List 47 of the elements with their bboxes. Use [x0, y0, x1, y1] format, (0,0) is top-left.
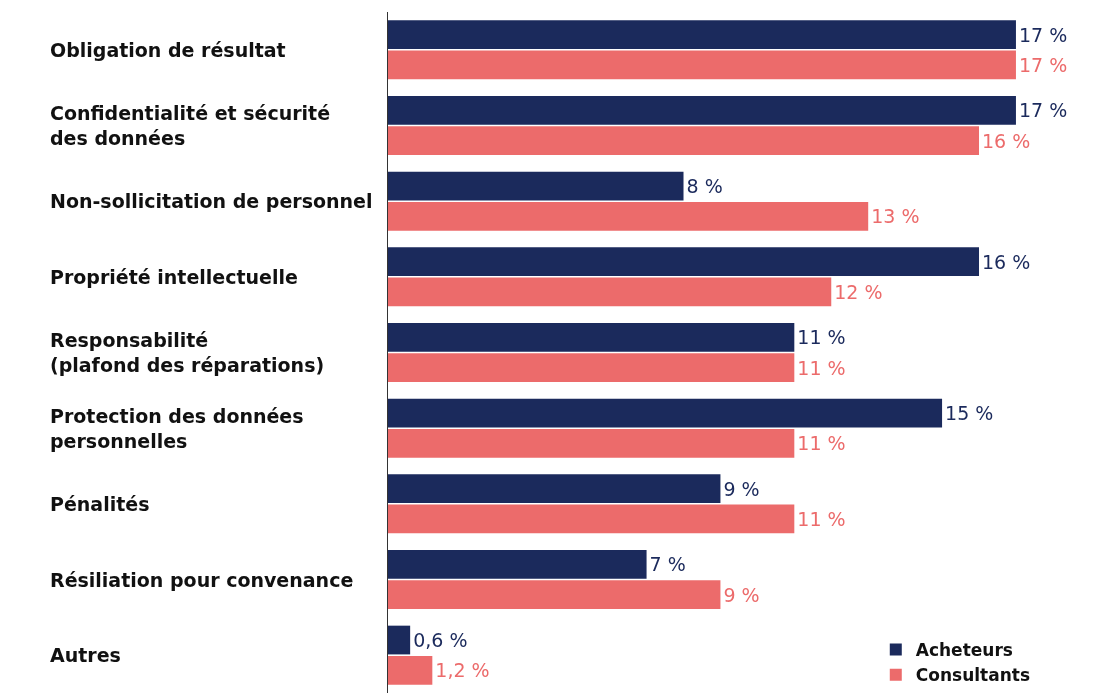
- bar: [388, 247, 980, 277]
- y-tick-label: Protection des données personnelles: [50, 405, 304, 452]
- data-label: 9 %: [723, 583, 760, 606]
- bar: [388, 322, 795, 352]
- data-label: 1,2 %: [435, 659, 490, 682]
- data-label: 11 %: [797, 432, 846, 455]
- data-label: 7 %: [649, 553, 686, 576]
- y-tick-label: Obligation de résultat: [50, 39, 286, 61]
- bar: [388, 549, 647, 579]
- bar: [388, 474, 721, 504]
- bar: [388, 171, 684, 201]
- bar: [388, 428, 795, 458]
- bar: [388, 201, 869, 231]
- data-label: 12 %: [834, 280, 883, 303]
- bar: [388, 625, 411, 655]
- data-label: 17 %: [1018, 53, 1068, 76]
- bar: [388, 277, 832, 307]
- y-tick-label: Propriété intellectuelle: [50, 266, 298, 288]
- data-label: 15 %: [945, 402, 994, 425]
- data-label: 16 %: [982, 250, 1031, 273]
- data-label: 13 %: [871, 205, 920, 228]
- y-tick-label: Non-sollicitation de personnel: [50, 190, 373, 212]
- legend-label: Consultants: [915, 665, 1031, 686]
- data-label: 9 %: [723, 477, 760, 500]
- y-tick-label: Résiliation pour convenance: [50, 569, 354, 591]
- bar: [388, 50, 1016, 80]
- bar: [388, 353, 795, 383]
- y-tick-label: Confidentialité et sécurité des données: [50, 102, 331, 149]
- bar: [388, 95, 1016, 125]
- y-tick-label: Responsabilité (plafond des réparations): [50, 329, 325, 376]
- bar: [388, 126, 980, 156]
- data-label: 8 %: [686, 175, 723, 198]
- data-label: 16 %: [982, 129, 1031, 152]
- data-label: 11 %: [797, 507, 846, 530]
- data-label: 0,6 %: [413, 629, 468, 652]
- y-tick-label: Pénalités: [50, 493, 150, 515]
- bar: [388, 20, 1016, 50]
- data-label: 11 %: [797, 326, 846, 349]
- data-label: 17 %: [1018, 99, 1068, 122]
- bar: [388, 504, 795, 534]
- bar: [388, 655, 433, 685]
- data-label: 11 %: [797, 356, 846, 379]
- y-tick-label: Autres: [50, 644, 121, 666]
- bar: [388, 398, 943, 428]
- data-label: 17 %: [1018, 23, 1068, 46]
- bar: [388, 580, 721, 610]
- legend-label: Acheteurs: [915, 640, 1013, 661]
